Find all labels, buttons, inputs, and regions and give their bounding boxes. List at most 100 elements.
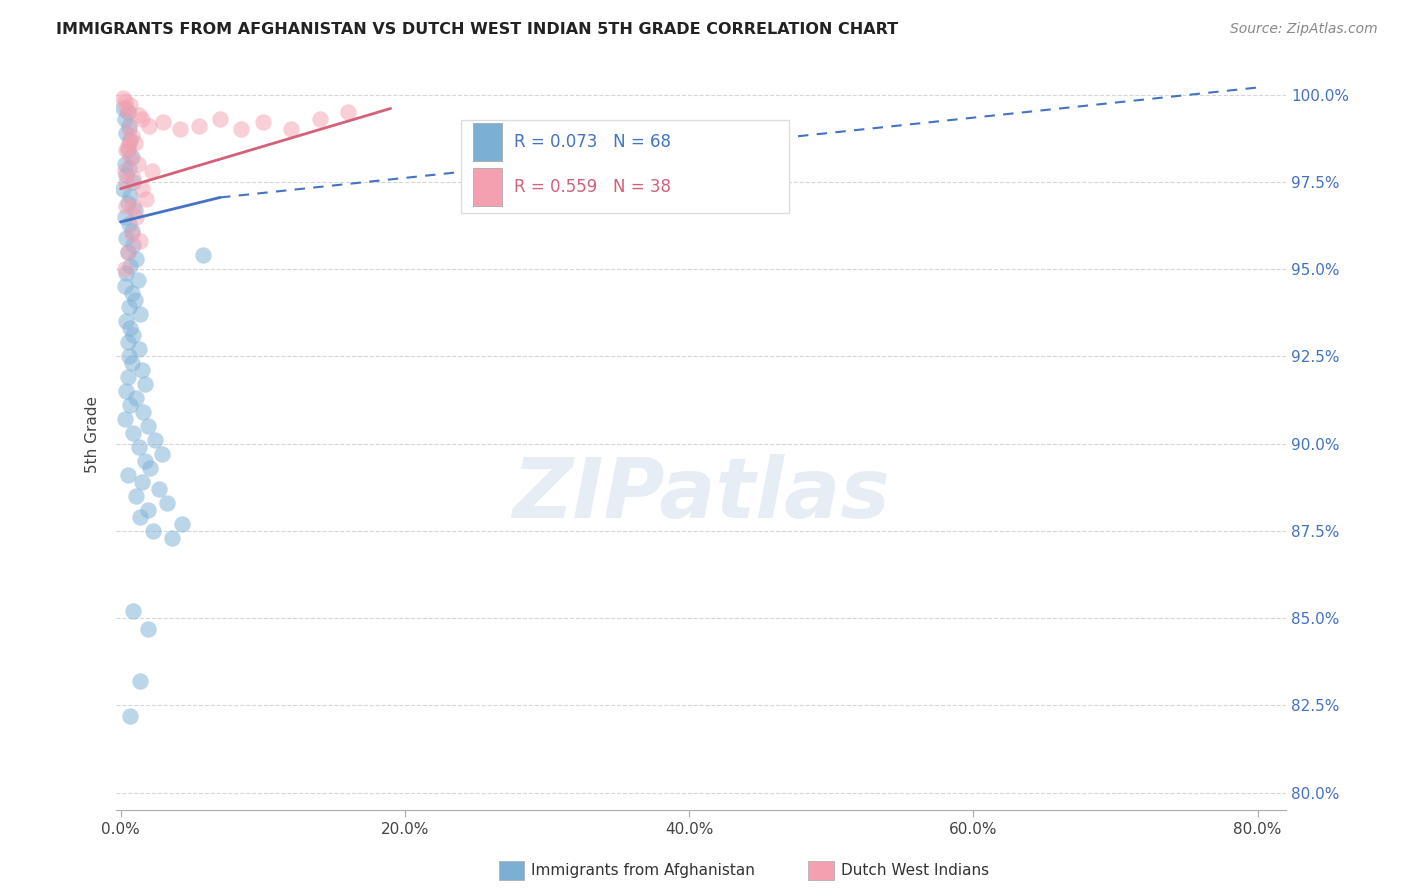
Point bbox=[115, 126, 138, 140]
Point bbox=[187, 119, 209, 133]
Point bbox=[131, 363, 153, 377]
Point bbox=[118, 136, 141, 151]
Point bbox=[125, 391, 148, 405]
Point bbox=[117, 105, 139, 120]
FancyBboxPatch shape bbox=[472, 169, 502, 206]
Point bbox=[231, 122, 253, 136]
Point bbox=[128, 440, 150, 454]
Point bbox=[114, 157, 136, 171]
Point bbox=[114, 112, 136, 126]
Point bbox=[117, 144, 139, 158]
Point bbox=[280, 122, 302, 136]
Point bbox=[124, 202, 146, 217]
Point bbox=[117, 335, 139, 350]
Point bbox=[121, 356, 143, 370]
Point bbox=[118, 122, 141, 136]
Point bbox=[127, 157, 149, 171]
Point bbox=[125, 489, 148, 503]
Point bbox=[120, 133, 142, 147]
Point bbox=[121, 224, 143, 238]
Point bbox=[115, 314, 138, 328]
Point bbox=[114, 262, 136, 277]
Point bbox=[115, 230, 138, 244]
Point bbox=[129, 307, 152, 321]
Point bbox=[118, 217, 141, 231]
Point bbox=[121, 227, 143, 241]
FancyBboxPatch shape bbox=[461, 120, 789, 213]
Point bbox=[208, 112, 231, 126]
Point bbox=[308, 112, 330, 126]
Text: R = 0.559   N = 38: R = 0.559 N = 38 bbox=[515, 178, 671, 196]
FancyBboxPatch shape bbox=[472, 123, 502, 161]
Point bbox=[129, 673, 152, 688]
Point bbox=[170, 516, 193, 531]
Text: Dutch West Indians: Dutch West Indians bbox=[841, 863, 988, 878]
Point bbox=[156, 496, 179, 510]
Point bbox=[252, 115, 274, 129]
Point bbox=[114, 210, 136, 224]
Point bbox=[117, 195, 139, 210]
Point bbox=[117, 140, 139, 154]
Point bbox=[169, 122, 191, 136]
Point bbox=[131, 475, 153, 489]
Point bbox=[142, 524, 165, 538]
Point bbox=[114, 95, 136, 109]
Text: ZIPatlas: ZIPatlas bbox=[512, 454, 890, 535]
Point bbox=[124, 136, 146, 151]
Point bbox=[131, 112, 153, 126]
Point bbox=[120, 150, 142, 164]
Point bbox=[112, 91, 135, 105]
Point bbox=[122, 171, 145, 186]
Point bbox=[134, 377, 156, 392]
Point bbox=[114, 412, 136, 426]
Text: Source: ZipAtlas.com: Source: ZipAtlas.com bbox=[1230, 22, 1378, 37]
Point bbox=[336, 105, 359, 120]
Point bbox=[115, 102, 138, 116]
Point bbox=[128, 108, 150, 122]
Point bbox=[121, 129, 143, 144]
Point bbox=[136, 503, 159, 517]
Point bbox=[122, 237, 145, 252]
Point bbox=[131, 182, 153, 196]
Point bbox=[152, 115, 174, 129]
Point bbox=[139, 461, 162, 475]
Point bbox=[127, 272, 149, 286]
Point bbox=[122, 199, 145, 213]
Point bbox=[120, 259, 142, 273]
Point bbox=[129, 509, 152, 524]
Point bbox=[112, 182, 135, 196]
Point bbox=[115, 144, 138, 158]
Point bbox=[118, 301, 141, 315]
Point bbox=[125, 210, 148, 224]
Point bbox=[191, 248, 214, 262]
Point bbox=[120, 98, 142, 112]
Point bbox=[120, 321, 142, 335]
Point bbox=[135, 192, 157, 206]
Point bbox=[112, 102, 135, 116]
Point bbox=[117, 105, 139, 120]
Point bbox=[122, 426, 145, 441]
Point bbox=[150, 447, 173, 461]
Point bbox=[138, 119, 160, 133]
Point bbox=[122, 328, 145, 343]
Point bbox=[115, 266, 138, 280]
Point bbox=[117, 370, 139, 384]
Point bbox=[114, 279, 136, 293]
Text: R = 0.073   N = 68: R = 0.073 N = 68 bbox=[515, 133, 671, 151]
Text: Immigrants from Afghanistan: Immigrants from Afghanistan bbox=[531, 863, 755, 878]
Point bbox=[129, 234, 152, 248]
Point bbox=[120, 188, 142, 202]
Point bbox=[114, 164, 136, 178]
Point bbox=[128, 343, 150, 357]
Point bbox=[118, 349, 141, 363]
Point bbox=[115, 175, 138, 189]
Text: IMMIGRANTS FROM AFGHANISTAN VS DUTCH WEST INDIAN 5TH GRADE CORRELATION CHART: IMMIGRANTS FROM AFGHANISTAN VS DUTCH WES… bbox=[56, 22, 898, 37]
Point bbox=[121, 286, 143, 301]
Point bbox=[115, 384, 138, 399]
Point bbox=[115, 168, 138, 182]
Point bbox=[118, 119, 141, 133]
Point bbox=[160, 531, 183, 545]
Point bbox=[118, 161, 141, 175]
Point bbox=[122, 604, 145, 618]
Point bbox=[132, 405, 155, 419]
